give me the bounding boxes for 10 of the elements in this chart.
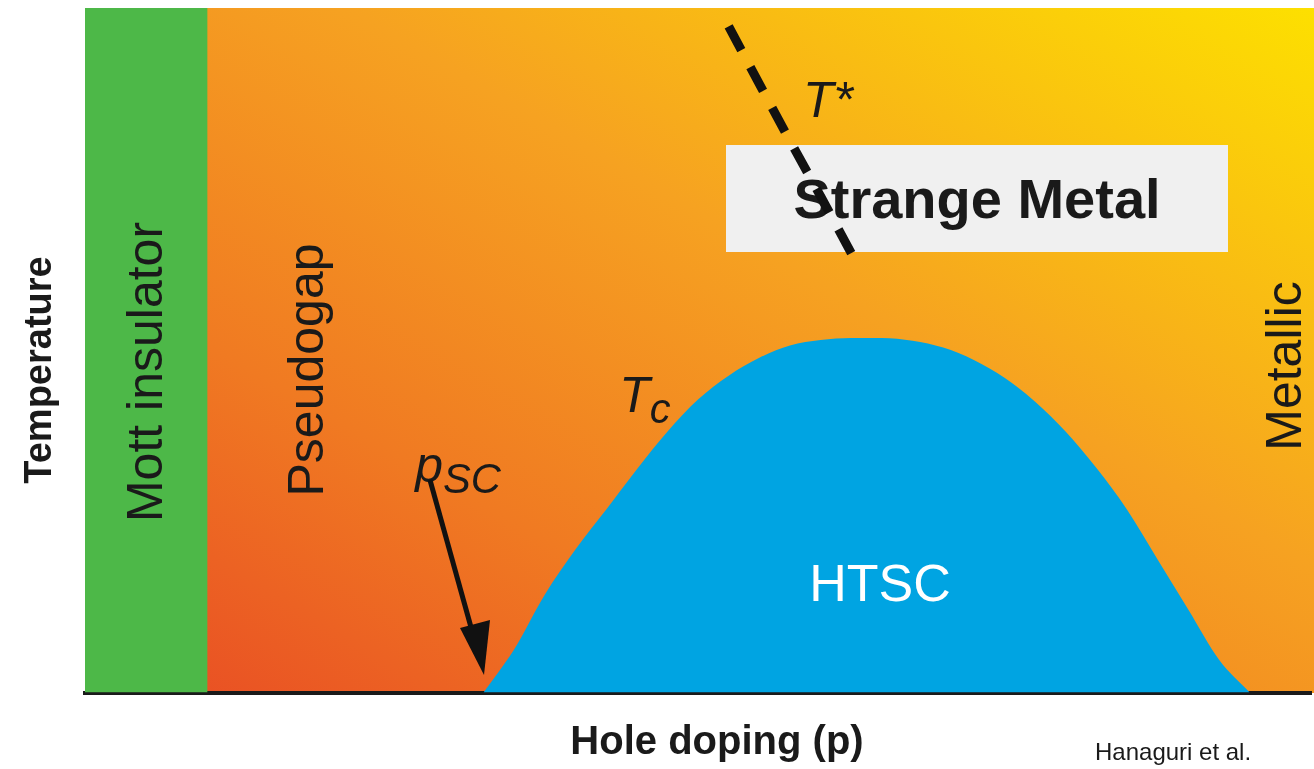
series-label: T* [803,72,853,128]
annotation: HTSC [809,554,951,612]
series-label: Mott insulator [117,221,173,523]
x-axis-title: Hole doping (p) [570,718,864,762]
annotation: p$_{SC}$ [415,437,501,503]
series-label: T$_{c}$ [619,367,671,433]
y-axis-title: Temperature [17,256,59,484]
annotation: Pseudogap [278,243,334,497]
text: Hanaguri et al. [1095,738,1252,765]
annotation: Metallic [1256,281,1312,451]
